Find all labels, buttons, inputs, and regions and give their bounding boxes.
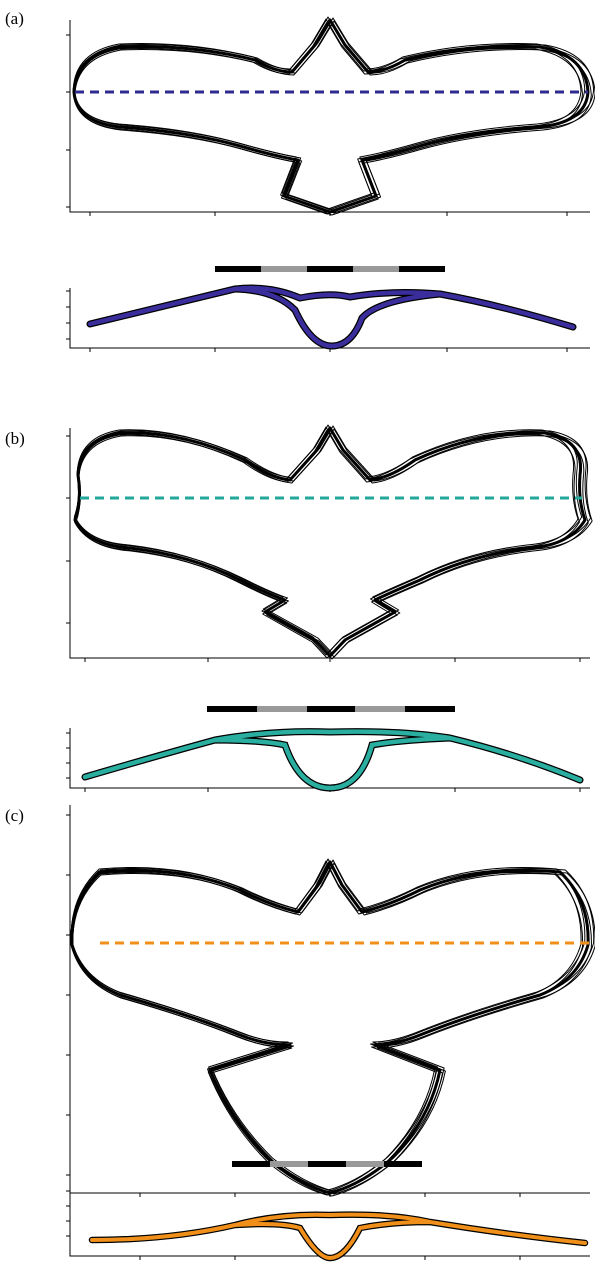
side-outline — [90, 1212, 587, 1261]
outline-trace — [72, 864, 592, 1197]
outline-trace — [70, 860, 590, 1195]
outline-trace — [74, 429, 580, 659]
outline — [72, 16, 595, 216]
outline-trace — [74, 425, 592, 655]
outline-trace — [70, 860, 582, 1193]
outline-trace — [71, 859, 595, 1192]
outline-trace — [72, 18, 582, 212]
outline-trace — [75, 428, 593, 658]
outline-trace — [70, 858, 586, 1191]
outline — [70, 858, 595, 1197]
axes — [66, 428, 590, 662]
outline-trace — [72, 16, 586, 210]
side-outline — [81, 728, 584, 792]
outline-trace — [74, 22, 592, 216]
outline-trace — [73, 426, 579, 656]
outline-trace — [73, 426, 587, 658]
scale-bar — [207, 706, 455, 712]
side-outline — [82, 729, 583, 791]
panel-b — [66, 424, 593, 792]
panel-label: (a) — [5, 9, 24, 28]
outline-trace — [75, 430, 589, 660]
panel-a — [66, 16, 595, 352]
scale-bar — [215, 266, 445, 272]
outline-trace — [73, 21, 583, 215]
panel-label: (c) — [5, 806, 24, 825]
outline — [73, 424, 593, 660]
scale-bar — [232, 1161, 422, 1167]
outline-trace — [73, 424, 583, 654]
axes — [66, 288, 590, 352]
panel-c — [66, 805, 595, 1262]
outline-trace — [72, 862, 595, 1195]
side-outline — [87, 285, 576, 349]
outline-trace — [71, 863, 584, 1196]
axes — [66, 1186, 590, 1260]
panel-label: (b) — [5, 429, 25, 448]
